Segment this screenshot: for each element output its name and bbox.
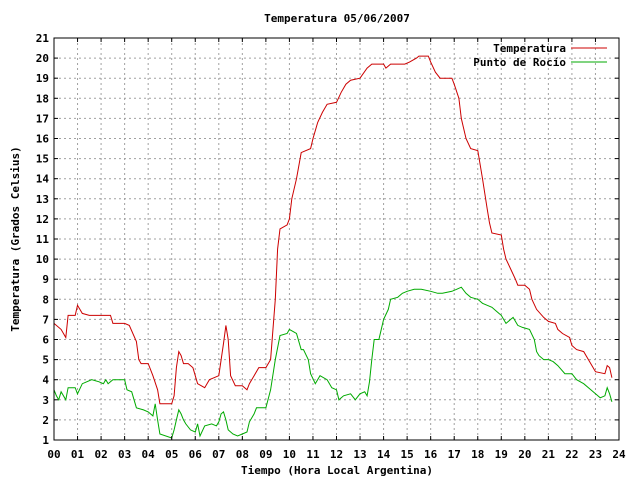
x-tick-label: 01 bbox=[71, 448, 85, 461]
x-tick-label: 05 bbox=[165, 448, 178, 461]
legend: Temperatura Punto de Rocío bbox=[473, 42, 607, 69]
y-tick-label: 10 bbox=[36, 253, 49, 266]
y-tick-label: 6 bbox=[42, 334, 49, 347]
y-tick-label: 21 bbox=[36, 32, 50, 45]
chart-title: Temperatura 05/06/2007 bbox=[264, 12, 410, 25]
y-tick-label: 17 bbox=[36, 112, 49, 125]
x-tick-label: 07 bbox=[212, 448, 225, 461]
x-tick-label: 20 bbox=[518, 448, 531, 461]
y-tick-label: 1 bbox=[42, 434, 49, 447]
y-tick-label: 8 bbox=[42, 293, 49, 306]
x-tick-label: 23 bbox=[589, 448, 602, 461]
series-line-temperatura bbox=[53, 55, 613, 405]
y-tick-label: 3 bbox=[42, 394, 49, 407]
x-tick-label: 16 bbox=[424, 448, 438, 461]
y-tick-label: 14 bbox=[36, 173, 50, 186]
y-tick-label: 2 bbox=[42, 414, 49, 427]
grid bbox=[54, 38, 619, 440]
x-tick-labels: 00 01 02 03 04 05 06 07 08 09 10 11 12 13 14 15 16 17 18 19… bbox=[47, 448, 626, 461]
legend-label-punto-de-rocio: Punto de Rocío bbox=[473, 56, 566, 69]
x-tick-label: 02 bbox=[94, 448, 107, 461]
x-tick-label: 22 bbox=[565, 448, 578, 461]
y-tick-label: 13 bbox=[36, 193, 49, 206]
y-tick-label: 4 bbox=[42, 374, 49, 387]
y-tick-label: 19 bbox=[36, 72, 49, 85]
y-tick-label: 16 bbox=[36, 133, 50, 146]
x-tick-label: 19 bbox=[495, 448, 508, 461]
x-tick-label: 06 bbox=[189, 448, 203, 461]
y-tick-label: 12 bbox=[36, 213, 49, 226]
series-group bbox=[53, 55, 613, 439]
y-tick-label: 5 bbox=[42, 354, 49, 367]
x-tick-label: 03 bbox=[118, 448, 131, 461]
x-tick-label: 12 bbox=[330, 448, 343, 461]
x-tick-label: 04 bbox=[142, 448, 156, 461]
x-axis-label: Tiempo (Hora Local Argentina) bbox=[241, 464, 433, 477]
x-tick-label: 10 bbox=[283, 448, 296, 461]
x-tick-label: 13 bbox=[353, 448, 366, 461]
x-tick-label: 00 bbox=[47, 448, 60, 461]
x-tick-label: 08 bbox=[236, 448, 249, 461]
y-tick-label: 20 bbox=[36, 52, 49, 65]
x-tick-label: 24 bbox=[612, 448, 626, 461]
y-tick-label: 7 bbox=[42, 313, 49, 326]
x-tick-label: 17 bbox=[448, 448, 461, 461]
x-tick-label: 21 bbox=[542, 448, 556, 461]
y-tick-label: 15 bbox=[36, 153, 49, 166]
y-axis-label: Temperatura (Grados Celsius) bbox=[9, 146, 22, 331]
y-tick-label: 9 bbox=[42, 273, 49, 286]
x-tick-label: 15 bbox=[401, 448, 414, 461]
series-line-punto-de-rocio bbox=[53, 286, 613, 439]
x-tick-label: 11 bbox=[306, 448, 320, 461]
plot-frame bbox=[53, 37, 620, 441]
x-tick-label: 14 bbox=[377, 448, 391, 461]
legend-label-temperatura: Temperatura bbox=[493, 42, 566, 55]
x-tick-label: 18 bbox=[471, 448, 484, 461]
x-tick-label: 09 bbox=[259, 448, 272, 461]
y-tick-label: 18 bbox=[36, 92, 49, 105]
y-tick-label: 11 bbox=[36, 233, 50, 246]
